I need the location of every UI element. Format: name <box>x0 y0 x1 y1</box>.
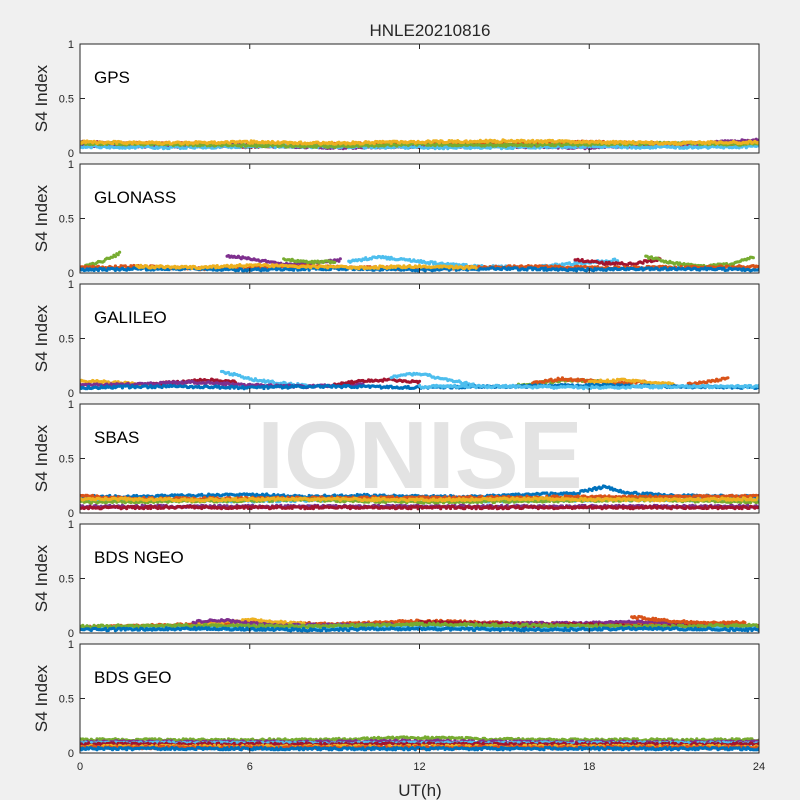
data-point <box>423 269 427 273</box>
scatter-marks <box>80 369 759 391</box>
y-axis-label: S4 Index <box>32 64 51 132</box>
panels: 0 0.5 1 S4 Index GPS 0 0.5 1 S4 Index GLONASS 00.5… <box>32 39 765 773</box>
data-point <box>116 253 120 257</box>
scatter-marks <box>80 250 759 273</box>
data-point <box>338 257 342 261</box>
y-tick-label: 0.5 <box>59 214 74 226</box>
axes-background <box>80 284 759 393</box>
y-tick-label: 0.5 <box>59 94 74 106</box>
figure-title: HNLE20210816 <box>370 21 491 40</box>
panel-label: GPS <box>94 68 130 87</box>
scatter-marks <box>80 137 759 151</box>
panel-label: GLONASS <box>94 188 176 207</box>
y-tick-label: 0 <box>68 148 74 160</box>
data-series <box>219 369 308 388</box>
data-point <box>110 142 115 146</box>
y-tick-label: 1 <box>68 159 74 171</box>
data-point <box>333 260 337 264</box>
data-point <box>641 261 645 265</box>
data-series <box>84 250 122 268</box>
data-point <box>474 266 478 270</box>
data-point <box>337 259 341 263</box>
y-axis-label: S4 Index <box>32 184 51 252</box>
data-point <box>266 379 270 383</box>
y-tick-label: 1 <box>68 39 74 51</box>
data-point <box>751 256 755 260</box>
data-point <box>649 140 654 144</box>
y-tick-label: 0 <box>68 268 74 280</box>
panel-glonass: 0 0.5 1 S4 Index GLONASS <box>32 159 760 280</box>
data-point <box>543 266 548 270</box>
data-series <box>80 138 759 146</box>
data-series <box>135 262 478 271</box>
data-series <box>282 257 337 265</box>
data-point <box>631 139 635 144</box>
axes-background <box>80 44 759 153</box>
data-point <box>118 250 122 254</box>
data-point <box>113 254 117 259</box>
panel-gps: 0 0.5 1 S4 Index GPS <box>32 39 760 160</box>
data-series <box>573 256 662 267</box>
data-point <box>376 266 381 270</box>
data-point <box>248 141 252 145</box>
data-point <box>502 142 506 146</box>
